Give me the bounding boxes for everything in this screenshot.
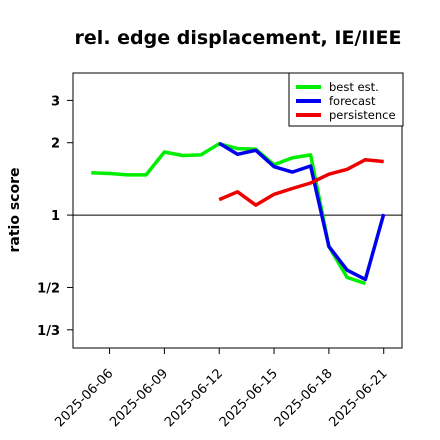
series-line-persistence: [218, 157, 384, 207]
plot-frame: [72, 72, 403, 349]
x-tick-label: 2025-06-12: [162, 366, 226, 430]
y-axis: 3 2 1 1/2 1/3: [37, 94, 73, 339]
chart-title: rel. edge displacement, IE/IIEE: [75, 27, 402, 49]
legend-entry: forecast: [329, 94, 376, 108]
x-tick-label: 2025-06-18: [272, 366, 336, 430]
plot-area: [72, 72, 403, 349]
y-tick-label: 2: [51, 137, 60, 152]
y-tick-label: 1/3: [37, 324, 60, 339]
legend-entry: best est.: [329, 80, 379, 94]
x-tick-label: 2025-06-21: [327, 366, 391, 430]
y-tick-label: 1/2: [37, 281, 60, 296]
x-tick-label: 2025-06-09: [107, 366, 171, 430]
series-line-forecast: [218, 141, 386, 282]
y-axis-label: ratio score: [7, 168, 23, 253]
series-lines: [91, 141, 386, 286]
series-line-best-est: [91, 142, 366, 286]
x-tick-label: 2025-06-15: [217, 366, 281, 430]
x-tick-label: 2025-06-06: [52, 366, 116, 430]
legend-entry: persistence: [329, 108, 396, 122]
x-axis: 2025-06-062025-06-092025-06-122025-06-15…: [52, 348, 391, 430]
y-tick-label: 1: [51, 209, 60, 224]
y-tick-label: 3: [51, 94, 60, 109]
